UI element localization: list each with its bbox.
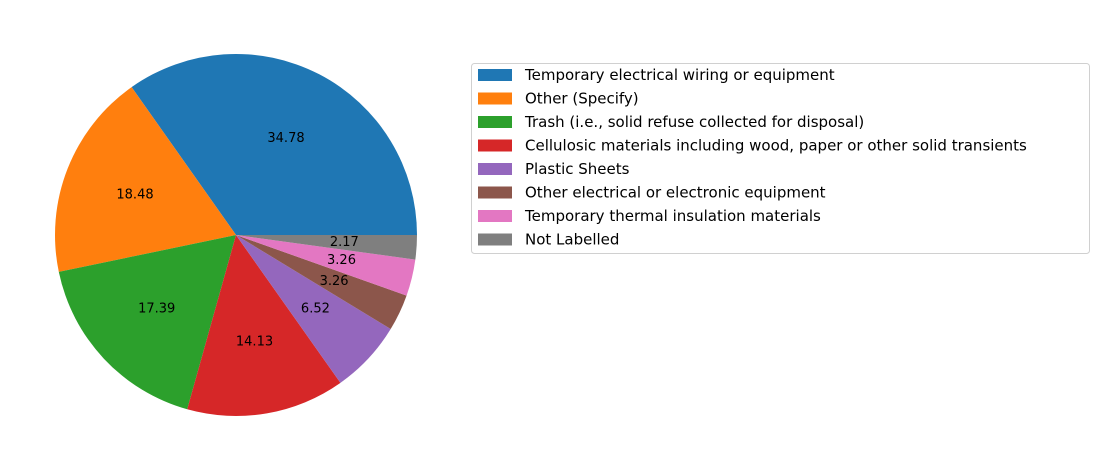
legend-items: Temporary electrical wiring or equipment… — [478, 66, 1027, 249]
pie-slice-value-label: 2.17 — [330, 235, 359, 250]
pie-slice-value-label: 3.26 — [327, 253, 356, 268]
pie-slices — [55, 53, 418, 416]
legend-label: Other (Specify) — [525, 90, 639, 108]
legend-label: Plastic Sheets — [525, 160, 630, 178]
legend-swatch — [478, 210, 512, 222]
legend-swatch — [478, 69, 512, 81]
pie-slice-value-label: 17.39 — [138, 302, 175, 317]
legend-swatch — [478, 163, 512, 175]
legend-swatch — [478, 116, 512, 128]
legend-label: Temporary electrical wiring or equipment — [524, 66, 835, 84]
pie-slice-value-label: 6.52 — [301, 302, 330, 317]
pie-slice-6 — [236, 235, 416, 296]
pie-slice-value-label: 34.78 — [267, 131, 304, 146]
legend-label: Not Labelled — [525, 231, 619, 249]
legend-frame — [471, 63, 1090, 254]
pie-slice-value-label: 18.48 — [116, 188, 153, 203]
legend-swatch — [478, 139, 512, 152]
pie-slice-value-label: 3.26 — [320, 274, 349, 289]
legend-label: Trash (i.e., solid refuse collected for … — [524, 113, 864, 131]
legend-swatch — [478, 186, 512, 199]
pie-slice-7 — [236, 235, 417, 260]
pie-slice-2 — [58, 235, 236, 410]
legend-label: Other electrical or electronic equipment — [525, 184, 826, 202]
legend-label: Cellulosic materials including wood, pap… — [525, 137, 1027, 155]
pie-slice-4 — [236, 235, 391, 383]
pie-slice-5 — [236, 235, 407, 329]
legend-swatch — [478, 92, 512, 105]
legend-swatch — [478, 233, 512, 246]
pie-slice-value-label: 14.13 — [236, 335, 273, 350]
pie-slice-3 — [187, 235, 341, 416]
legend: Temporary electrical wiring or equipment… — [471, 63, 1090, 254]
pie-slice-0 — [131, 53, 418, 235]
legend-label: Temporary thermal insulation materials — [524, 207, 821, 225]
pie-slice-labels: 34.78 18.48 17.39 14.13 6.52 3.26 3.26 2.17 — [116, 131, 358, 349]
pie-slice-1 — [55, 87, 237, 272]
